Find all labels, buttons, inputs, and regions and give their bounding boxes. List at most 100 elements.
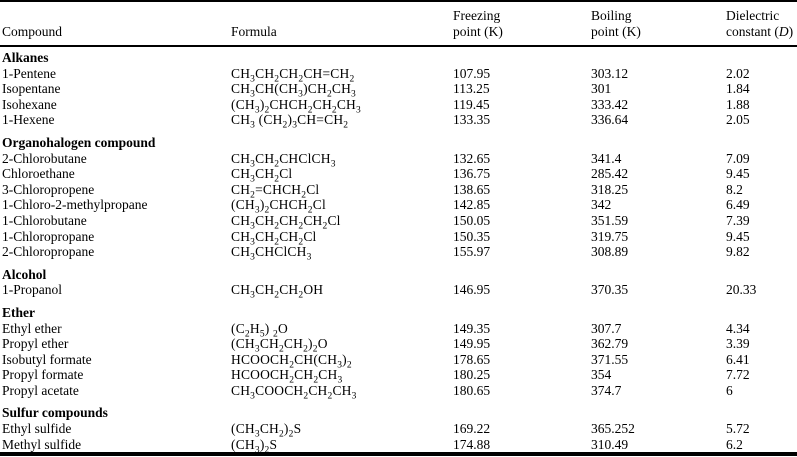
freezing-point-cell: 119.45 [453, 96, 490, 112]
formula-cell: (CH3CH2CH2)2O [231, 336, 328, 355]
compound-cell: 1-Chlorobutane [2, 212, 87, 228]
boiling-point-cell: 319.75 [591, 228, 629, 244]
compound-cell: Chloroethane [2, 166, 75, 182]
col-header-boiling-line1: Boiling [591, 8, 632, 23]
section-title: Alcohol [2, 266, 47, 282]
compound-cell: Propyl formate [2, 367, 84, 383]
col-header-dielectric-line2: constant (D) [726, 23, 794, 39]
freezing-point-cell: 178.65 [453, 351, 491, 367]
table-row: 2-Chlorobutane CH3CH2CHClCH3 132.65 341.… [0, 150, 797, 169]
compound-cell: 1-Chloropropane [2, 228, 95, 244]
table-row: Propyl formate HCOOCH2CH2CH3 180.25 354 … [0, 367, 797, 385]
compound-cell: 1-Hexene [2, 112, 55, 128]
compound-cell: Ethyl sulfide [2, 421, 72, 437]
table-row: 1-Propanol CH3CH2CH2OH 146.95 370.35 20.… [0, 282, 797, 301]
boiling-point-cell: 370.35 [591, 282, 629, 298]
col-header-boiling-point: Boiling point (K) [591, 1, 726, 47]
col-header-compound: Compound [0, 1, 231, 47]
compound-cell: Isohexane [2, 96, 57, 112]
header-row: Compound Formula Freezing point (K) Boil… [0, 1, 797, 47]
boiling-point-cell: 301 [591, 81, 612, 97]
table-row: 2-Chloropropane CH3CHClCH3 155.97 308.89… [0, 244, 797, 262]
dielectric-constant-cell: 9.45 [726, 228, 750, 244]
formula-cell: (CH3)2CHCH2CH2CH3 [231, 96, 361, 116]
dielectric-constant-cell: 2.02 [726, 65, 750, 81]
freezing-point-cell: 150.35 [453, 228, 491, 244]
freezing-point-cell: 174.88 [453, 436, 491, 452]
freezing-point-cell: 142.85 [453, 197, 491, 213]
boiling-point-cell: 285.42 [591, 166, 629, 182]
dielectric-constant-cell: 6 [726, 382, 733, 398]
boiling-point-cell: 374.7 [591, 382, 622, 398]
freezing-point-cell: 150.05 [453, 212, 491, 228]
col-header-dielectric-line1: Dielectric [726, 8, 780, 23]
boiling-point-cell: 303.12 [591, 65, 629, 81]
compound-cell: 1-Chloro-2-methylpropane [2, 197, 148, 213]
freezing-point-cell: 155.97 [453, 244, 491, 260]
section-title: Sulfur compounds [2, 405, 108, 421]
compound-cell: Isobutyl formate [2, 351, 92, 367]
formula-cell: CH3CH2Cl [231, 166, 293, 185]
freezing-point-cell: 138.65 [453, 181, 491, 197]
formula-cell: HCOOCH2CH(CH3)2 [231, 351, 352, 371]
freezing-point-cell: 180.65 [453, 382, 491, 398]
col-header-boiling-line2: point (K) [591, 23, 641, 39]
boiling-point-cell: 362.79 [591, 336, 629, 352]
dielectric-constant-cell: 4.34 [726, 320, 750, 336]
col-header-compound-label: Compound [2, 23, 63, 39]
table-row: Ethyl sulfide (CH3CH2)2S 169.22 365.252 … [0, 421, 797, 439]
freezing-point-cell: 113.25 [453, 81, 490, 97]
dielectric-constant-cell: 6.41 [726, 351, 750, 367]
formula-cell: CH3CH2CH2OH [231, 282, 324, 301]
dielectric-constant-cell: 9.45 [726, 166, 750, 182]
compound-cell: 3-Chloropropene [2, 181, 95, 197]
section-header-row: Organohalogen compound [0, 128, 797, 151]
compound-cell: 1-Propanol [2, 282, 62, 298]
freezing-point-cell: 132.65 [453, 150, 491, 166]
table-row: 1-Chloropropane CH3CH2CH2Cl 150.35 319.7… [0, 228, 797, 248]
section-title: Ether [2, 304, 35, 320]
freezing-point-cell: 180.25 [453, 367, 491, 383]
dielectric-constant-cell: 6.2 [726, 436, 743, 452]
table-row: Isopentane CH3CH(CH3)CH2CH3 113.25 301 1… [0, 81, 797, 100]
freezing-point-cell: 146.95 [453, 282, 491, 298]
section-header-row: Ether [0, 298, 797, 321]
freezing-point-cell: 149.35 [453, 320, 491, 336]
formula-cell: CH3CH(CH3)CH2CH3 [231, 81, 356, 100]
dielectric-constant-cell: 1.84 [726, 81, 750, 97]
compound-cell: 2-Chlorobutane [2, 150, 87, 166]
table-row: 3-Chloropropene CH2=CHCH2Cl 138.65 318.2… [0, 181, 797, 200]
formula-cell: CH3CH2CH2CH2Cl [231, 212, 341, 232]
section-header-row: Sulfur compounds [0, 398, 797, 421]
dielectric-constant-cell: 1.88 [726, 96, 750, 112]
freezing-point-cell: 149.95 [453, 336, 491, 352]
col-header-freezing-line2: point (K) [453, 23, 503, 39]
table-row: 1-Chlorobutane CH3CH2CH2CH2Cl 150.05 351… [0, 212, 797, 232]
boiling-point-cell: 342 [591, 197, 612, 213]
dielectric-constant-cell: 9.82 [726, 244, 750, 260]
boiling-point-cell: 365.252 [591, 421, 635, 437]
freezing-point-cell: 169.22 [453, 421, 491, 437]
formula-cell: CH3CH2CH2CH=CH2 [231, 65, 355, 85]
col-header-formula: Formula [231, 1, 453, 47]
table-row: Propyl acetate CH3COOCH2CH2CH3 180.65 37… [0, 382, 797, 401]
boiling-point-cell: 308.89 [591, 244, 629, 260]
dielectric-constant-cell: 5.72 [726, 421, 750, 437]
section-title: Organohalogen compound [2, 134, 156, 150]
dielectric-constant-cell: 7.72 [726, 367, 750, 383]
freezing-point-cell: 107.95 [453, 65, 491, 81]
table-row: Isobutyl formate HCOOCH2CH(CH3)2 178.65 … [0, 351, 797, 371]
table-row: Propyl ether (CH3CH2CH2)2O 149.95 362.79… [0, 336, 797, 355]
formula-cell: CH3CH2CH2Cl [231, 228, 317, 248]
col-header-dielectric-constant: Dielectric constant (D) [726, 1, 797, 47]
dielectric-constant-cell: 3.39 [726, 336, 750, 352]
dielectric-constant-cell: 6.49 [726, 197, 750, 213]
compound-cell: 2-Chloropropane [2, 244, 95, 260]
compound-cell: Propyl acetate [2, 382, 79, 398]
formula-cell: CH3 (CH2)3CH=CH2 [231, 112, 349, 132]
dielectric-constant-cell: 7.39 [726, 212, 750, 228]
boiling-point-cell: 310.49 [591, 436, 629, 452]
formula-cell: (C2H5) 2O [231, 320, 288, 340]
boiling-point-cell: 351.59 [591, 212, 629, 228]
section-header-row: Alkanes [0, 46, 797, 66]
